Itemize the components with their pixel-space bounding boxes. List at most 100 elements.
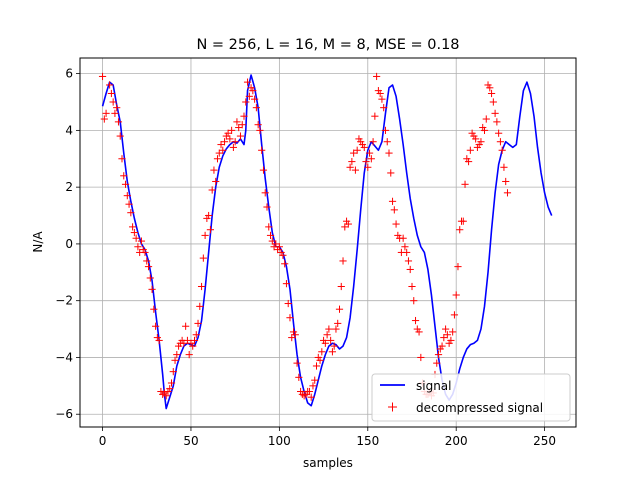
decompressed-point <box>123 192 131 200</box>
decompressed-point <box>300 392 308 400</box>
decompressed-point <box>293 359 301 367</box>
decompressed-point <box>210 166 218 174</box>
grid-lines <box>80 58 576 427</box>
decompressed-point <box>449 328 457 336</box>
decompressed-point <box>443 331 451 339</box>
decompressed-point <box>337 282 345 291</box>
decompressed-point <box>482 115 490 123</box>
x-tick-label: 250 <box>533 434 556 448</box>
decompressed-point <box>245 92 253 100</box>
decompressed-point <box>403 248 411 257</box>
decompressed-point <box>143 257 151 265</box>
decompressed-point <box>353 146 361 154</box>
decompressed-point <box>236 132 245 140</box>
decompressed-point <box>206 226 215 234</box>
decompressed-point <box>199 254 207 262</box>
decompressed-point <box>116 132 124 140</box>
decompressed-point <box>385 149 393 157</box>
decompressed-point <box>146 274 154 282</box>
decompressed-point <box>434 351 443 359</box>
decompressed-point <box>367 155 375 163</box>
decompressed-point <box>173 351 181 359</box>
axis-ticks: 0 50 100 150 200 250 −6 −4 −2 0 2 4 6 <box>55 67 556 448</box>
chart-title: N = 256, L = 16, M = 8, MSE = 0.18 <box>196 37 459 53</box>
decompressed-point <box>309 382 317 390</box>
decompressed-point <box>461 180 469 188</box>
decompressed-point <box>190 336 199 345</box>
decompressed-point <box>148 285 156 293</box>
decompressed-point <box>438 342 446 350</box>
x-tick-label: 150 <box>356 434 379 448</box>
decompressed-point <box>205 211 213 220</box>
decompressed-point <box>348 158 356 166</box>
x-axis-label: samples <box>303 456 353 470</box>
decompressed-point <box>327 336 335 345</box>
decompressed-point <box>401 243 409 251</box>
decompressed-point <box>100 115 108 123</box>
decompressed-point <box>450 311 459 319</box>
y-tick-label: 2 <box>65 180 73 194</box>
decompressed-point <box>351 166 360 174</box>
decompressed-point <box>121 180 130 188</box>
decompressed-point <box>130 228 138 237</box>
decompressed-point <box>169 368 177 376</box>
y-tick-label: −4 <box>55 350 73 364</box>
decompressed-point <box>196 302 204 310</box>
decompressed-point <box>318 348 326 356</box>
legend-decompressed-swatch <box>388 402 397 412</box>
decompressed-point <box>228 126 236 134</box>
y-tick-label: 4 <box>65 123 73 137</box>
decompressed-point <box>284 299 292 308</box>
decompressed-point <box>258 146 266 154</box>
decompressed-point <box>417 353 425 362</box>
y-tick-label: 0 <box>65 237 73 251</box>
decompressed-point <box>321 339 329 347</box>
decompressed-point <box>129 223 137 231</box>
decompressed-point <box>144 263 153 271</box>
decompressed-point <box>323 331 331 339</box>
decompressed-point <box>305 387 314 396</box>
decompressed-point <box>109 98 117 106</box>
decompressed-point <box>495 129 503 137</box>
decompressed-point <box>166 385 174 393</box>
decompressed-point <box>189 342 197 350</box>
decompressed-point <box>390 206 398 214</box>
decompressed-point <box>127 209 135 217</box>
decompressed-point <box>388 197 397 205</box>
decompressed-point <box>167 379 176 387</box>
decompressed-point <box>334 319 342 327</box>
decompressed-point <box>249 87 257 95</box>
decompressed-point <box>487 89 496 98</box>
decompressed-point <box>383 138 391 146</box>
decompressed-point <box>233 118 241 126</box>
decompressed-point <box>208 186 216 194</box>
decompressed-point <box>286 314 294 322</box>
decompressed-point <box>251 95 259 103</box>
decompressed-point <box>325 325 333 333</box>
decompressed-point <box>243 78 252 86</box>
decompressed-point <box>312 362 321 370</box>
decompressed-point <box>259 166 268 174</box>
decompressed-point <box>162 392 170 400</box>
y-tick-label: −6 <box>55 407 73 421</box>
decompressed-point <box>118 155 126 163</box>
decompressed-point <box>291 331 299 339</box>
decompressed-point <box>266 231 275 240</box>
decompressed-point <box>252 104 260 112</box>
decompressed-point <box>373 72 381 81</box>
decompressed-point <box>275 243 283 251</box>
decompressed-point <box>392 220 400 228</box>
decompressed-point <box>376 89 384 98</box>
decompressed-point <box>261 189 269 197</box>
decompressed-point <box>464 158 473 166</box>
decompressed-point <box>307 393 315 401</box>
decompressed-point <box>238 121 246 129</box>
decompressed-point <box>254 121 262 129</box>
decompressed-point <box>282 280 291 288</box>
decompressed-point <box>433 359 441 367</box>
decompressed-point <box>339 257 347 265</box>
decompressed-point <box>212 177 220 186</box>
decompressed-point <box>498 146 506 154</box>
decompressed-point <box>311 376 319 384</box>
